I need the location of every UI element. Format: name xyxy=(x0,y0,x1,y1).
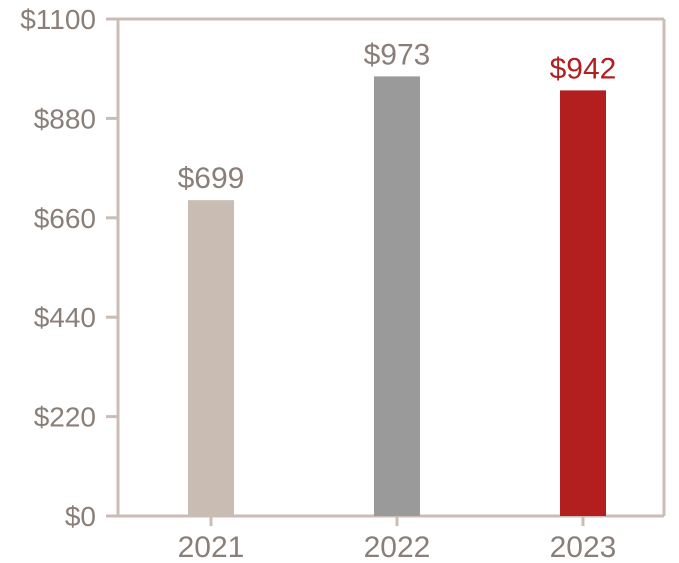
y-tick-label: $660 xyxy=(34,203,96,234)
x-tick-label-2023: 2023 xyxy=(550,531,617,563)
y-tick-label: $0 xyxy=(65,501,96,532)
y-tick-label: $880 xyxy=(34,103,96,134)
y-axis-ticks: $0 $220 $440 $660 $880 $1100 xyxy=(20,4,118,532)
x-axis-labels: 2021 2022 2023 xyxy=(178,516,617,563)
x-tick-label-2021: 2021 xyxy=(178,531,245,563)
bar-2023 xyxy=(560,90,606,517)
x-tick-label-2022: 2022 xyxy=(364,531,431,563)
y-tick-label: $1100 xyxy=(20,4,96,35)
bar-2022 xyxy=(374,76,420,516)
data-labels: $699 $973 $942 xyxy=(178,38,617,195)
bar-2021 xyxy=(188,200,234,517)
data-label-2023: $942 xyxy=(550,52,617,85)
y-tick-label: $220 xyxy=(34,402,96,433)
y-tick-label: $440 xyxy=(34,302,96,333)
data-label-2022: $973 xyxy=(364,38,431,71)
bars xyxy=(188,76,606,517)
data-label-2021: $699 xyxy=(178,162,245,195)
